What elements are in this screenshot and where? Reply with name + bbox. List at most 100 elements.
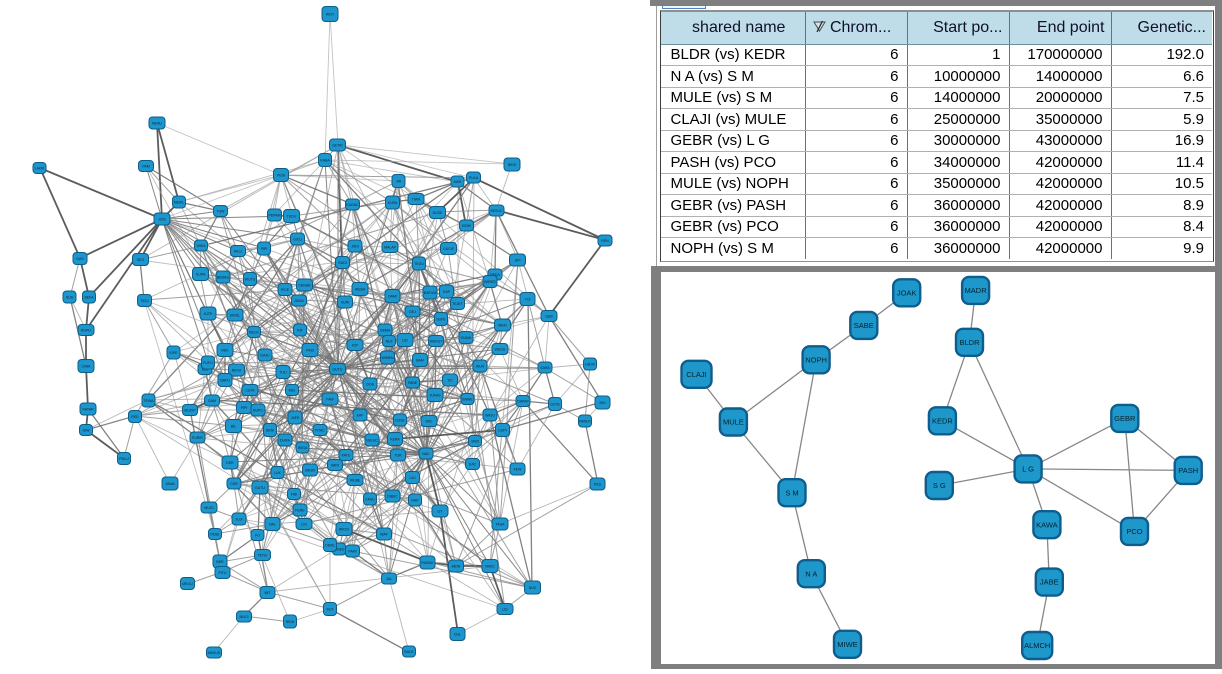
svg-text:JIR: JIR <box>396 179 402 183</box>
svg-text:WEBA: WEBA <box>355 287 366 291</box>
svg-text:MEKUD: MEKUD <box>208 651 221 655</box>
svg-text:MADR: MADR <box>965 286 988 295</box>
svg-text:WIKA: WIKA <box>197 244 207 248</box>
svg-text:TUW: TUW <box>217 209 226 213</box>
svg-text:CUSE: CUSE <box>395 418 405 422</box>
svg-text:NUC: NUC <box>529 586 537 590</box>
svg-text:MALAP: MALAP <box>384 245 397 249</box>
svg-text:CIGE: CIGE <box>366 382 375 386</box>
svg-text:NAFU: NAFU <box>220 378 230 382</box>
svg-text:MULE: MULE <box>723 418 744 427</box>
svg-text:GIW: GIW <box>83 428 91 432</box>
svg-text:DIRUL: DIRUL <box>230 313 241 317</box>
svg-text:NULEC: NULEC <box>366 438 378 442</box>
svg-text:MUGI: MUGI <box>204 506 213 510</box>
svg-text:BAM: BAM <box>416 358 424 362</box>
svg-text:SABE: SABE <box>854 321 874 330</box>
svg-text:KABA: KABA <box>320 158 330 162</box>
svg-text:JIFI: JIFI <box>515 258 521 262</box>
svg-text:NUJ: NUJ <box>386 339 393 343</box>
svg-text:DUSE: DUSE <box>433 211 443 215</box>
svg-text:CUTA: CUTA <box>245 388 255 392</box>
svg-text:PIPI: PIPI <box>241 406 248 410</box>
svg-text:GAS: GAS <box>76 257 84 261</box>
svg-text:BAWE: BAWE <box>462 397 473 401</box>
svg-text:CIWA: CIWA <box>81 364 91 368</box>
svg-text:LID: LID <box>502 607 508 611</box>
svg-text:PABE: PABE <box>408 381 418 385</box>
svg-text:RED: RED <box>131 415 139 419</box>
svg-text:PITU: PITU <box>219 571 227 575</box>
svg-text:JUJI: JUJI <box>236 517 243 521</box>
svg-text:LIT: LIT <box>437 509 443 513</box>
svg-text:CINED: CINED <box>334 547 345 551</box>
svg-text:NEFU: NEFU <box>232 368 242 372</box>
svg-text:PESI: PESI <box>277 173 285 177</box>
svg-text:FERE: FERE <box>295 508 305 512</box>
svg-text:TUDU: TUDU <box>287 214 297 218</box>
svg-text:RETI: RETI <box>326 12 334 16</box>
svg-text:MIWE: MIWE <box>837 640 857 649</box>
svg-text:WIRED: WIRED <box>484 280 496 284</box>
svg-text:DUL: DUL <box>454 632 461 636</box>
svg-text:DEKE: DEKE <box>325 543 335 547</box>
svg-text:PULU: PULU <box>119 457 129 461</box>
svg-text:GUMA: GUMA <box>461 336 472 340</box>
svg-text:TEJET: TEJET <box>452 302 464 306</box>
svg-text:MUCIP: MUCIP <box>184 408 196 412</box>
svg-text:MILI: MILI <box>289 388 296 392</box>
svg-text:BAFUM: BAFUM <box>424 291 436 295</box>
svg-text:WEKUT: WEKUT <box>430 339 444 343</box>
svg-text:JUWU: JUWU <box>294 299 305 303</box>
svg-text:WIC: WIC <box>426 419 433 423</box>
svg-text:TASA: TASA <box>496 522 506 526</box>
svg-text:FEW: FEW <box>514 467 522 471</box>
svg-text:SESUC: SESUC <box>490 209 503 213</box>
svg-text:FURIR: FURIR <box>192 436 203 440</box>
svg-text:MENI: MENI <box>452 564 461 568</box>
svg-text:TEWA: TEWA <box>144 399 155 403</box>
svg-text:KIPE: KIPE <box>170 351 179 355</box>
svg-text:PIPI: PIPI <box>261 247 268 251</box>
svg-text:WUN: WUN <box>476 364 485 368</box>
svg-text:GUTU: GUTU <box>333 367 343 371</box>
svg-text:CUPA: CUPA <box>196 272 206 276</box>
svg-text:ALMCH: ALMCH <box>1024 641 1050 650</box>
svg-text:KAGAC: KAGAC <box>346 203 359 207</box>
svg-text:TIWA: TIWA <box>412 197 421 201</box>
svg-text:WIRI: WIRI <box>331 463 339 467</box>
svg-text:L G: L G <box>1022 465 1034 474</box>
svg-text:WUBE: WUBE <box>350 478 361 482</box>
svg-text:NAC: NAC <box>422 452 430 456</box>
svg-text:FAMI: FAMI <box>348 549 356 553</box>
svg-text:S G: S G <box>933 481 946 490</box>
svg-text:JOAK: JOAK <box>897 288 917 297</box>
svg-text:LUK: LUK <box>274 471 281 475</box>
svg-text:WIMEN: WIMEN <box>381 356 394 360</box>
svg-text:CLAJI: CLAJI <box>686 370 706 379</box>
svg-text:MAR: MAR <box>454 180 462 184</box>
svg-text:WAJU: WAJU <box>485 413 495 417</box>
svg-text:LAJ: LAJ <box>409 476 415 480</box>
svg-text:WUTU: WUTU <box>245 277 256 281</box>
svg-text:FAWUT: FAWUT <box>579 419 592 423</box>
svg-text:DIBEC: DIBEC <box>387 494 398 498</box>
svg-text:WEKI: WEKI <box>498 323 507 327</box>
svg-text:KAWA: KAWA <box>1036 520 1058 529</box>
svg-text:JABE: JABE <box>1040 578 1059 587</box>
svg-text:FINI: FINI <box>291 492 298 496</box>
svg-text:PULA: PULA <box>469 176 479 180</box>
svg-text:DAJU: DAJU <box>260 353 270 357</box>
svg-text:GEBR: GEBR <box>1114 414 1136 423</box>
svg-text:WIGA: WIGA <box>298 446 308 450</box>
svg-text:JICE: JICE <box>158 217 166 221</box>
svg-text:FESE: FESE <box>210 532 220 536</box>
svg-text:MIT: MIT <box>264 591 271 595</box>
svg-text:REN: REN <box>601 239 609 243</box>
svg-text:WAF: WAF <box>380 532 388 536</box>
svg-text:JADI: JADI <box>351 244 359 248</box>
svg-text:JUL: JUL <box>386 577 392 581</box>
svg-text:RIF: RIF <box>297 328 303 332</box>
svg-text:JUTE: JUTE <box>204 312 213 316</box>
svg-text:TEGU: TEGU <box>414 262 424 266</box>
